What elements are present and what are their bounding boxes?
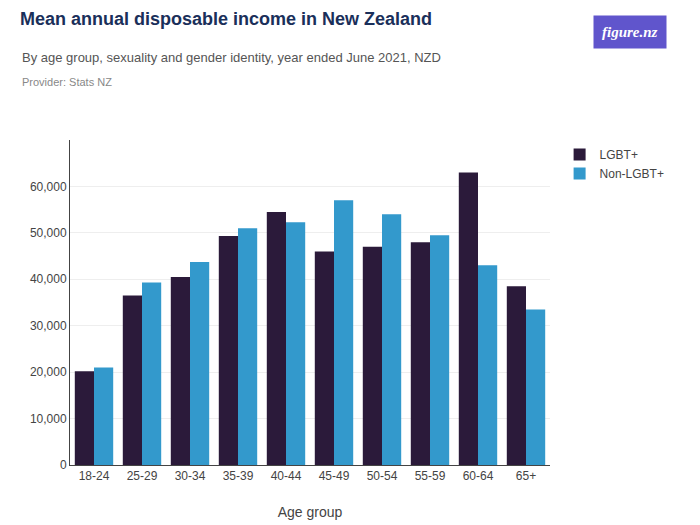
- svg-text:45-49: 45-49: [319, 469, 350, 483]
- svg-text:25-29: 25-29: [127, 469, 158, 483]
- svg-text:Age group: Age group: [278, 504, 343, 520]
- svg-text:35-39: 35-39: [223, 469, 254, 483]
- svg-text:50-54: 50-54: [367, 469, 398, 483]
- svg-text:30,000: 30,000: [30, 319, 67, 333]
- svg-text:18-24: 18-24: [79, 469, 110, 483]
- svg-text:By age group, sexuality and ge: By age group, sexuality and gender ident…: [22, 50, 441, 65]
- svg-text:20,000: 20,000: [30, 365, 67, 379]
- svg-text:55-59: 55-59: [415, 469, 446, 483]
- svg-text:40,000: 40,000: [30, 272, 67, 286]
- svg-text:LGBT+: LGBT+: [600, 148, 638, 162]
- svg-text:Provider: Stats NZ: Provider: Stats NZ: [22, 76, 112, 88]
- svg-text:60,000: 60,000: [30, 180, 67, 194]
- svg-text:50,000: 50,000: [30, 226, 67, 240]
- svg-text:30-34: 30-34: [175, 469, 206, 483]
- svg-text:Non-LGBT+: Non-LGBT+: [600, 167, 664, 181]
- svg-text:Mean annual disposable income: Mean annual disposable income in New Zea…: [20, 9, 432, 29]
- svg-text:10,000: 10,000: [30, 412, 67, 426]
- svg-text:60-64: 60-64: [463, 469, 494, 483]
- svg-text:65+: 65+: [516, 469, 536, 483]
- svg-text:figure.nz: figure.nz: [602, 24, 658, 40]
- svg-text:0: 0: [60, 458, 67, 472]
- svg-text:40-44: 40-44: [271, 469, 302, 483]
